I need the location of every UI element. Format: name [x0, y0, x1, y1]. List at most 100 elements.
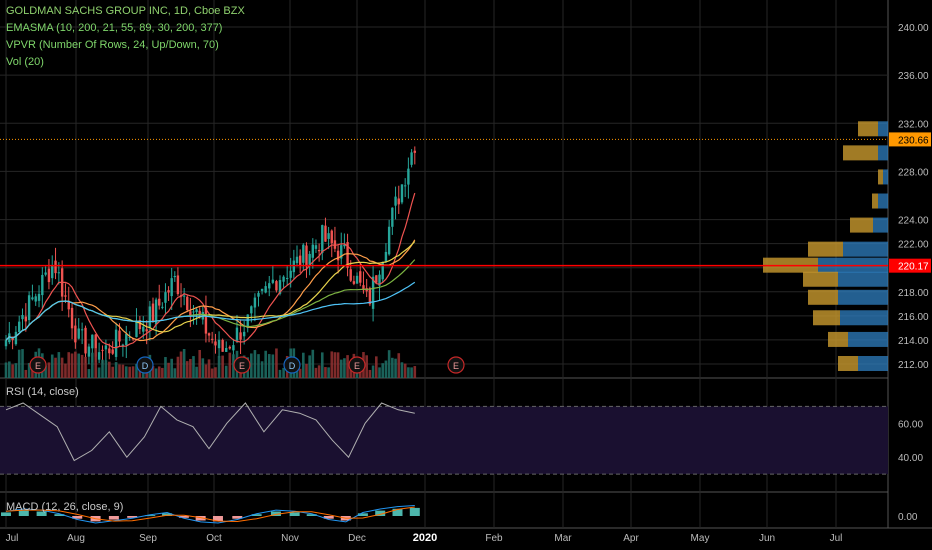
macd-bar	[409, 507, 420, 516]
macd-bar	[289, 512, 300, 516]
candle-body	[324, 225, 327, 242]
dividend-marker[interactable]: D	[136, 356, 154, 374]
candle	[161, 302, 164, 310]
volume-bar	[221, 355, 224, 378]
price-tick-label: 222.00	[898, 240, 929, 251]
candle-body	[67, 300, 70, 310]
macd-bar	[232, 516, 243, 519]
earnings-marker[interactable]: E	[348, 356, 366, 374]
volume-bar	[349, 367, 353, 378]
candle-body	[298, 255, 302, 267]
vpvr-down-bar	[838, 356, 858, 371]
candle-body	[330, 230, 333, 244]
candle-body	[198, 310, 201, 316]
macd-bar	[1, 512, 11, 516]
earnings-marker[interactable]: E	[29, 356, 47, 374]
volume-bar	[154, 368, 158, 378]
candle	[225, 341, 228, 352]
macd-bar	[162, 513, 173, 516]
candle	[164, 283, 167, 315]
legend-vpvr[interactable]: VPVR (Number Of Rows, 24, Up/Down, 70)	[6, 39, 219, 51]
candle-body	[114, 329, 118, 357]
volume-bar	[314, 367, 318, 378]
candle-body	[80, 329, 84, 331]
vpvr-down-bar	[872, 193, 878, 209]
candle-body	[400, 184, 404, 203]
candle-body	[210, 338, 214, 340]
candle-body	[64, 295, 67, 297]
volume-bar	[282, 367, 285, 378]
volume-bar	[327, 367, 330, 378]
candle-body	[54, 260, 57, 274]
volume-profile-row	[808, 241, 888, 257]
candle-body	[394, 196, 397, 206]
candle-body	[94, 334, 97, 357]
candle-body	[77, 328, 80, 339]
volume-bar	[217, 355, 221, 378]
moving-average-line	[5, 281, 416, 341]
candle-body	[311, 244, 315, 258]
vpvr-up-bar	[840, 310, 888, 326]
candle	[135, 308, 138, 338]
macd-bar	[108, 516, 119, 520]
volume-bar	[80, 354, 84, 378]
candle	[268, 275, 271, 297]
candle	[387, 219, 391, 256]
dividend-marker[interactable]: D	[283, 356, 301, 374]
volume-bar	[128, 366, 131, 378]
candle-body	[47, 268, 51, 283]
price-tick-label: 228.00	[898, 167, 929, 178]
legend-emasma[interactable]: EMASMA (10, 200, 21, 55, 89, 30, 200, 37…	[6, 22, 223, 34]
candle	[271, 266, 275, 285]
candle	[24, 303, 28, 332]
macd-bar	[178, 516, 189, 518]
volume-bar	[170, 358, 173, 378]
candle-body	[14, 331, 18, 345]
price-tick-label: 236.00	[898, 71, 929, 82]
volume-bar	[250, 353, 253, 378]
volume-bar	[118, 364, 121, 378]
candle	[355, 272, 359, 284]
volume-bar	[308, 355, 311, 378]
time-tick-label: Dec	[348, 533, 366, 544]
volume-profile-row	[838, 356, 888, 371]
candle	[74, 318, 77, 349]
candle	[352, 275, 356, 286]
candle-body	[381, 261, 384, 280]
volume-bar	[64, 363, 67, 378]
price-tick-label: 214.00	[898, 336, 929, 347]
candle	[108, 343, 111, 360]
candle-body	[125, 333, 128, 346]
rsi-band	[0, 406, 888, 475]
candle-body	[232, 345, 235, 351]
price-tick-label: 216.00	[898, 312, 929, 323]
volume-bar	[264, 350, 267, 378]
candle	[186, 295, 189, 313]
candle-body	[186, 296, 189, 311]
volume-bar	[387, 350, 391, 378]
time-tick-label: Jul	[830, 533, 843, 544]
volume-bar	[182, 349, 186, 378]
volume-bar	[260, 361, 264, 378]
vpvr-down-bar	[858, 121, 878, 137]
volume-bar	[104, 360, 108, 378]
earnings-marker[interactable]: E	[447, 356, 465, 374]
candle	[346, 233, 349, 277]
rsi-tick-label: 40.00	[898, 453, 923, 464]
volume-bar	[204, 364, 208, 378]
volume-bar	[278, 369, 282, 378]
volume-bar	[371, 365, 375, 378]
candle-body	[407, 168, 410, 185]
earnings-marker[interactable]: E	[233, 356, 251, 374]
volume-profile-row	[878, 169, 888, 185]
rsi-line	[5, 402, 415, 462]
candle	[114, 322, 118, 361]
macd-histogram	[1, 507, 420, 522]
candle-body	[91, 334, 94, 349]
legend-volume[interactable]: Vol (20)	[6, 56, 44, 68]
time-tick-label: Jun	[759, 533, 775, 544]
candle-body	[327, 233, 330, 239]
candle-body	[138, 320, 142, 330]
svg-text:D: D	[142, 361, 149, 371]
